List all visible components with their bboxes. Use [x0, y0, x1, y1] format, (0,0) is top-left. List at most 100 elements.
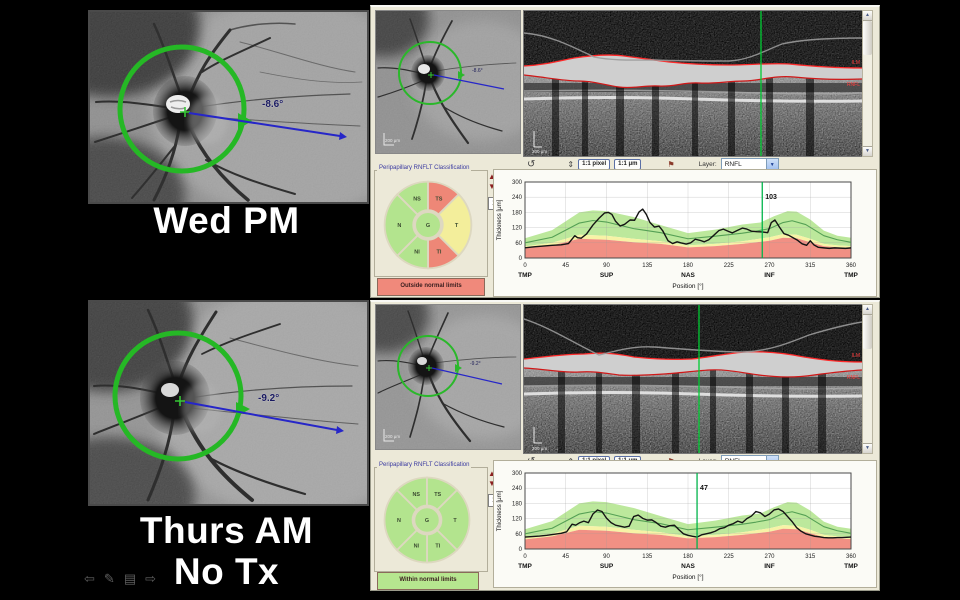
svg-text:N: N: [397, 223, 401, 229]
classification-result-badge: Outside normal limits: [377, 278, 485, 296]
sector-axis-label: TMP: [844, 563, 858, 570]
svg-text:135: 135: [642, 263, 653, 269]
svg-text:120: 120: [512, 226, 523, 232]
y-axis-title: Thickness [μm]: [497, 490, 503, 531]
scale-label: 200 μm: [532, 149, 547, 154]
center-cross: [180, 107, 190, 117]
sector-axis-label: TMP: [518, 563, 532, 570]
svg-text:180: 180: [683, 554, 694, 560]
oct-fundus-thumbnail: -8.6° 200 μm: [375, 10, 521, 154]
svg-text:240: 240: [512, 486, 523, 492]
flag-icon[interactable]: ⚑: [667, 159, 675, 169]
pie-sector-T: [435, 488, 471, 552]
sector-axis-label: INF: [764, 563, 775, 570]
scan-circle-overlay: [117, 44, 247, 174]
rnfl-label: RNFL: [847, 82, 860, 88]
fit-height-icon[interactable]: ⇕: [567, 159, 575, 169]
slide-menu-icon[interactable]: ▤: [123, 571, 137, 586]
svg-text:360: 360: [846, 554, 857, 560]
sector-axis-label: TMP: [518, 272, 532, 279]
normative-band: [525, 528, 851, 549]
normative-band: [525, 501, 851, 538]
svg-text:G: G: [425, 518, 429, 524]
classification-title: Peripapillary RNFLT Classification: [377, 165, 472, 171]
svg-text:270: 270: [764, 263, 775, 269]
svg-text:0: 0: [523, 263, 527, 269]
rotate-icon[interactable]: ↺: [527, 158, 536, 170]
angle-measure-line: [188, 112, 341, 137]
rnfl-band: [524, 54, 862, 88]
svg-text:225: 225: [724, 263, 735, 269]
normative-band: [525, 525, 851, 540]
oct-bscan: ILM RNFL 200 μm: [523, 304, 863, 454]
svg-text:NI: NI: [414, 249, 420, 255]
ilm-segmentation-line: [524, 351, 862, 363]
pie-sector-TS: [426, 476, 459, 512]
scroll-thumb[interactable]: [863, 315, 872, 349]
pie-sector-N: [383, 193, 419, 257]
sector-down-button[interactable]: ▼: [488, 182, 496, 191]
svg-text:TS: TS: [434, 492, 441, 498]
sector-axis-label: NAS: [681, 272, 695, 279]
sector-axis-label: SUP: [600, 272, 614, 279]
dropdown-arrow-icon[interactable]: ▼: [765, 158, 778, 171]
scale-label: 200 μm: [385, 138, 400, 143]
measured-thickness-curve: [524, 208, 852, 250]
center-cross: [175, 396, 185, 406]
svg-text:0: 0: [519, 547, 523, 553]
sector-axis-label: SUP: [600, 563, 614, 570]
svg-text:180: 180: [512, 210, 523, 216]
sector-up-button[interactable]: ▲: [488, 469, 496, 478]
rnfl-band: [524, 351, 862, 377]
pen-tool-icon[interactable]: ✎: [103, 571, 115, 586]
svg-text:NS: NS: [413, 196, 421, 202]
rnfl-segmentation-line: [524, 74, 862, 89]
svg-text:60: 60: [515, 241, 522, 247]
scroll-up-button[interactable]: ▲: [863, 305, 872, 315]
sector-down-button[interactable]: ▼: [488, 479, 496, 488]
normative-band: [525, 237, 851, 258]
svg-text:N: N: [397, 518, 401, 524]
optic-cup: [161, 383, 179, 397]
angle-value-label: -8.6°: [262, 99, 283, 110]
scroll-down-button[interactable]: ▼: [863, 443, 872, 453]
ilm-label: ILM: [852, 60, 860, 66]
svg-text:360: 360: [846, 263, 857, 269]
layer-dropdown[interactable]: RNFL ▼: [720, 157, 779, 172]
scroll-down-button[interactable]: ▼: [863, 146, 872, 156]
scroll-thumb[interactable]: [863, 21, 872, 55]
svg-text:240: 240: [512, 195, 523, 201]
fundus-photo-wed-pm: -8.6°: [88, 10, 369, 204]
ilm-label: ILM: [852, 353, 860, 359]
svg-text:120: 120: [512, 517, 523, 523]
scroll-up-button[interactable]: ▲: [863, 11, 872, 21]
fundus-photo-thurs-am: -9.2°: [88, 300, 369, 506]
next-slide-icon[interactable]: ⇨: [145, 571, 157, 586]
svg-text:TS: TS: [435, 196, 442, 202]
oct-bscan: ILM RNFL 200 μm: [523, 10, 863, 157]
svg-text:90: 90: [603, 554, 610, 560]
rnfl-thickness-profile-chart: 103 0 60 120 180 240 300 0 45 90 135 180 225 270 315 36…: [493, 169, 877, 297]
bscan-scrollbar[interactable]: ▲ ▼: [862, 304, 873, 454]
pie-sector-T: [437, 193, 473, 257]
rnfl-thickness-profile-chart: 47 0 60 120 180 240 300 0 45 90 135 180 225 270 315 360…: [493, 460, 877, 588]
classification-title: Peripapillary RNFLT Classification: [377, 462, 472, 468]
svg-text:TI: TI: [435, 544, 440, 550]
angle-value-label: -9.2°: [258, 393, 279, 404]
angle-value-label: -8.6°: [472, 68, 483, 74]
svg-text:0: 0: [519, 256, 523, 262]
svg-text:0: 0: [523, 554, 527, 560]
rnfl-classification-pie: T TI NI N NS TS G: [383, 180, 473, 270]
layer-dropdown-value: RNFL: [724, 161, 742, 168]
prev-slide-icon[interactable]: ⇦: [84, 571, 95, 586]
vessel-shadows: [552, 69, 814, 156]
bscan-scrollbar[interactable]: ▲ ▼: [862, 10, 873, 157]
svg-text:90: 90: [603, 263, 610, 269]
svg-text:45: 45: [562, 554, 569, 560]
sector-up-button[interactable]: ▲: [488, 172, 496, 181]
rnfl-classification-pie: T TI NI N NS TS G: [383, 476, 471, 564]
ilm-segmentation-line: [524, 54, 862, 69]
svg-text:60: 60: [515, 532, 522, 538]
svg-text:315: 315: [805, 554, 816, 560]
